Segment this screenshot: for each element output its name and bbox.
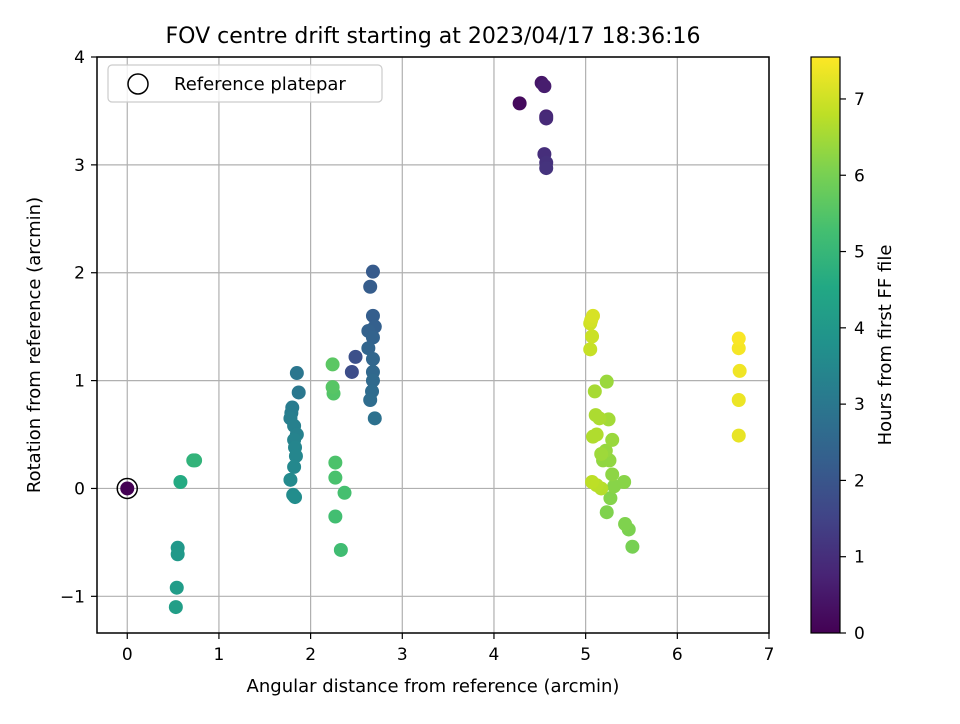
colorbar-label: Hours from first FF file xyxy=(875,245,896,446)
data-points xyxy=(120,75,747,615)
data-point xyxy=(348,349,363,364)
colorbar xyxy=(810,56,841,634)
colorbar-tick-label: 0 xyxy=(854,624,865,644)
data-point xyxy=(599,505,614,520)
data-point xyxy=(289,366,304,381)
colorbar-tick-label: 7 xyxy=(854,90,865,110)
data-point xyxy=(617,474,632,489)
data-point xyxy=(367,411,382,426)
legend-reference-marker-icon xyxy=(127,73,149,95)
data-point xyxy=(539,161,554,176)
data-point xyxy=(337,485,352,500)
x-tick-label: 5 xyxy=(580,645,591,665)
grid-lines xyxy=(97,56,770,633)
x-axis-label: Angular distance from reference (arcmin) xyxy=(247,676,620,697)
data-point xyxy=(731,428,746,443)
data-point xyxy=(365,373,380,388)
y-axis-label: Rotation from reference (arcmin) xyxy=(24,197,45,493)
data-point xyxy=(325,380,340,395)
x-axis-ticks: 0 1 2 3 4 5 6 7 xyxy=(122,633,775,665)
data-point xyxy=(287,459,302,474)
x-tick-label: 3 xyxy=(397,645,408,665)
x-tick-label: 4 xyxy=(489,645,500,665)
data-point xyxy=(605,432,620,447)
colorbar-tick-label: 4 xyxy=(854,319,865,339)
data-point xyxy=(173,474,188,489)
data-point xyxy=(344,364,359,379)
plot-frame xyxy=(96,56,770,634)
colorbar-tick-label: 2 xyxy=(854,471,865,491)
data-point xyxy=(288,490,303,505)
data-point xyxy=(599,374,614,389)
legend: Reference platepar xyxy=(107,64,383,103)
data-point xyxy=(732,363,747,378)
data-point xyxy=(731,393,746,408)
reference-platepar-marker xyxy=(116,477,139,500)
colorbar-tick-label: 6 xyxy=(854,166,865,186)
colorbar-ticks: 0 1 2 3 4 5 6 7 xyxy=(840,90,865,644)
data-point xyxy=(539,111,554,126)
data-point xyxy=(585,474,600,489)
data-point xyxy=(587,384,602,399)
data-point xyxy=(618,517,633,532)
chart-title: FOV centre drift starting at 2023/04/17 … xyxy=(166,24,701,49)
data-point xyxy=(365,352,380,367)
reference-marker-layer xyxy=(116,477,139,500)
data-point xyxy=(605,467,620,482)
data-point xyxy=(594,446,609,461)
data-point xyxy=(363,393,378,408)
data-point xyxy=(361,341,376,356)
y-tick-label: −1 xyxy=(60,587,85,607)
data-point xyxy=(325,357,340,372)
data-point xyxy=(291,385,306,400)
data-point xyxy=(603,491,618,506)
data-point xyxy=(363,279,378,294)
x-tick-label: 6 xyxy=(672,645,683,665)
data-point xyxy=(365,308,380,323)
data-point xyxy=(283,472,298,487)
y-tick-label: 2 xyxy=(74,264,85,284)
x-tick-label: 2 xyxy=(305,645,316,665)
data-point xyxy=(333,542,348,557)
colorbar-tick-label: 1 xyxy=(854,548,865,568)
data-point xyxy=(592,411,607,426)
data-point xyxy=(328,455,343,470)
colorbar-tick-label: 5 xyxy=(854,243,865,263)
data-point xyxy=(585,329,600,344)
data-point xyxy=(188,453,203,468)
data-point xyxy=(168,600,183,615)
data-point xyxy=(365,264,380,279)
x-tick-label: 1 xyxy=(214,645,225,665)
data-point xyxy=(625,539,640,554)
legend-box xyxy=(107,64,383,103)
colorbar-tick-label: 3 xyxy=(854,395,865,415)
data-point xyxy=(731,331,746,346)
data-point xyxy=(169,580,184,595)
data-point xyxy=(585,308,600,323)
data-point xyxy=(288,449,303,464)
y-axis-ticks: −1 0 1 2 3 4 xyxy=(60,48,97,607)
x-tick-label: 0 xyxy=(122,645,133,665)
data-point xyxy=(365,330,380,345)
y-tick-label: 3 xyxy=(74,156,85,176)
data-point xyxy=(328,509,343,524)
y-tick-label: 1 xyxy=(74,372,85,392)
y-tick-label: 4 xyxy=(74,48,85,68)
data-point xyxy=(537,79,552,94)
data-point xyxy=(585,429,600,444)
y-tick-label: 0 xyxy=(74,479,85,499)
data-point xyxy=(583,342,598,357)
data-point xyxy=(328,470,343,485)
data-point xyxy=(170,547,185,562)
legend-label: Reference platepar xyxy=(174,74,346,95)
data-point xyxy=(120,481,135,496)
x-tick-label: 7 xyxy=(764,645,775,665)
data-point xyxy=(512,96,527,111)
data-point xyxy=(731,341,746,356)
